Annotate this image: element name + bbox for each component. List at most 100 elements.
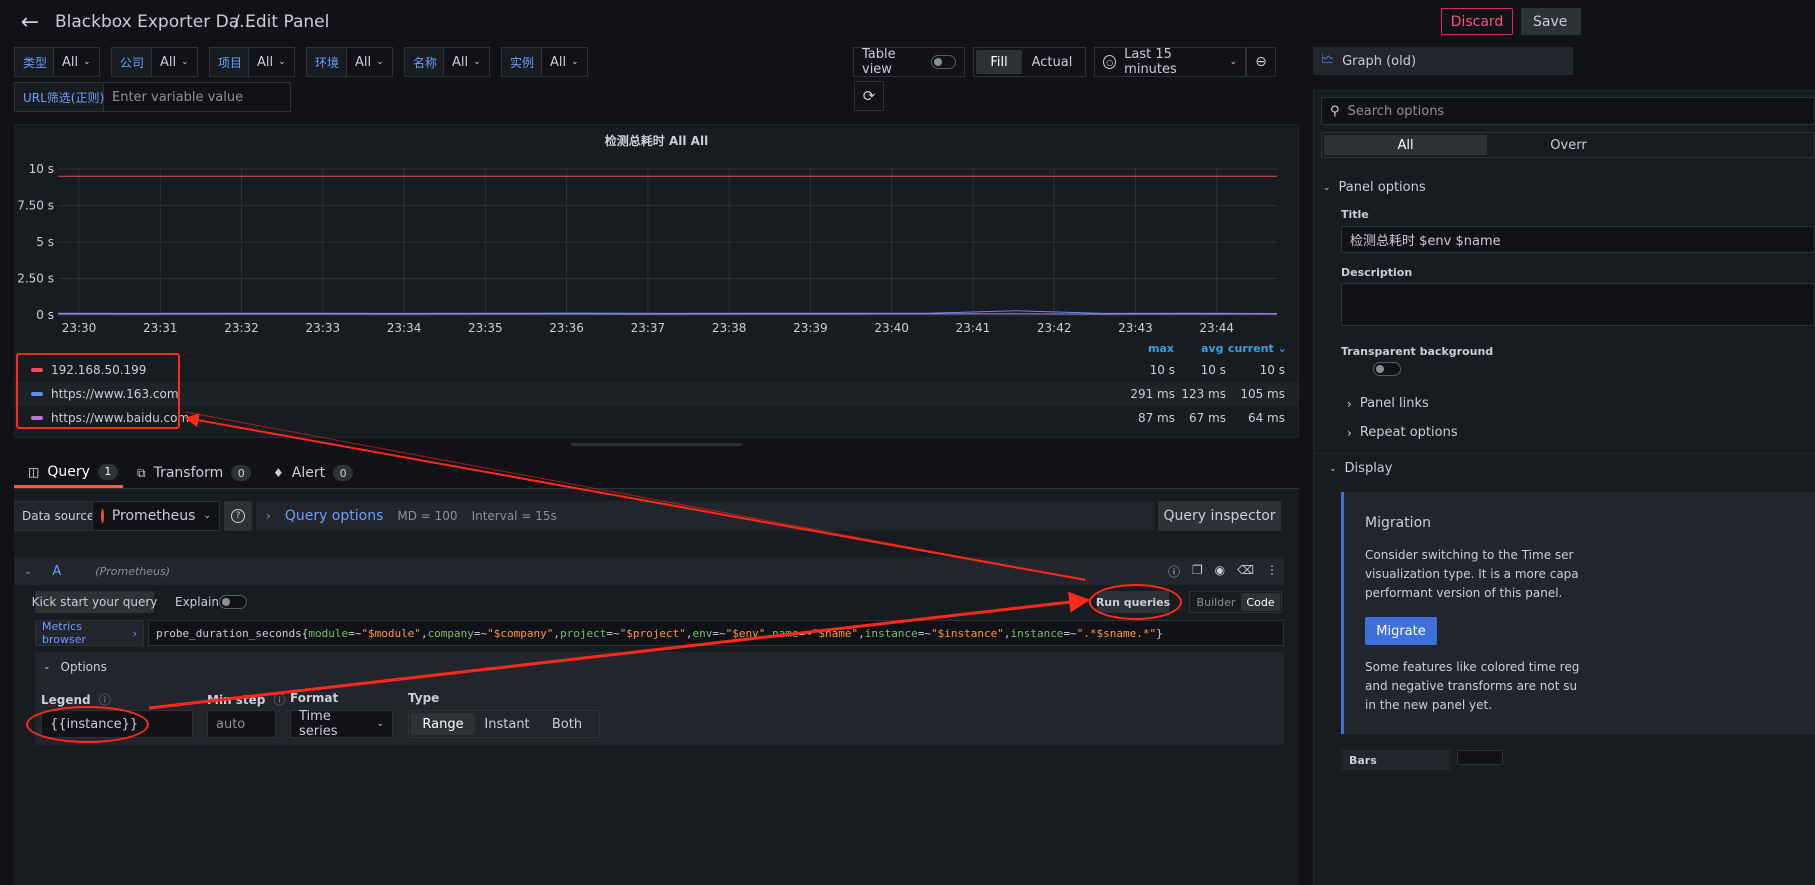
legend-series-name: https://www.baidu.com — [51, 411, 190, 425]
metrics-browser-button[interactable]: Metrics browser › — [35, 620, 144, 646]
type-instant-button[interactable]: Instant — [484, 716, 530, 732]
x-tick-label: 23:36 — [549, 321, 584, 335]
fill-actual-toggle[interactable]: Fill Actual — [973, 47, 1086, 77]
time-picker[interactable]: ○ Last 15 minutes ⌄ — [1094, 47, 1246, 77]
description-label: Description — [1341, 266, 1413, 279]
legend-avg: 123 ms — [1181, 387, 1226, 401]
panel-options-header[interactable]: ⌄ Panel options — [1323, 180, 1426, 195]
chevron-down-icon: ⌄ — [1323, 182, 1331, 193]
refresh-button[interactable]: ⟳ — [854, 81, 884, 111]
y-tick-label: 5 s — [36, 235, 54, 249]
format-select[interactable]: Time series ⌄ — [290, 709, 393, 739]
query-token: =~ — [712, 626, 726, 640]
query-token: ".*$sname.*" — [1076, 626, 1157, 640]
actual-button[interactable]: Actual — [1031, 54, 1073, 70]
x-tick-label: 23:32 — [224, 321, 259, 335]
legend-header-avg[interactable]: avg — [1201, 342, 1224, 355]
variable-value: All — [257, 54, 274, 70]
query-expression-editor[interactable]: probe_duration_seconds{module =~ "$module"… — [148, 620, 1284, 646]
variable-label-company: 公司 — [111, 47, 154, 77]
type-both-button[interactable]: Both — [551, 716, 583, 732]
description-textarea[interactable] — [1341, 283, 1815, 326]
variable-select-name[interactable]: All ⌄ — [443, 47, 490, 77]
query-token: instance — [1010, 626, 1064, 640]
query-options-bar[interactable]: › Query options MD = 100 Interval = 15s — [256, 501, 1154, 531]
min-step-input[interactable]: auto — [207, 710, 276, 738]
legend-header-current[interactable]: current ⌄ — [1228, 342, 1287, 355]
url-filter-label: URL筛选(正则) — [14, 82, 114, 112]
trash-icon[interactable]: ⌫ — [1237, 563, 1255, 577]
tab-transform[interactable]: ⧉ Transform 0 — [137, 458, 252, 488]
save-button[interactable]: Save — [1521, 8, 1581, 35]
chevron-down-icon: ⌄ — [376, 57, 384, 67]
tab-transform-label: Transform — [153, 465, 224, 481]
legend-swatch — [31, 416, 43, 420]
back-arrow-icon[interactable]: ← — [20, 9, 40, 35]
legend-row[interactable]: 192.168.50.199 10 s 10 s 10 s — [15, 358, 1298, 382]
fill-button[interactable]: Fill — [976, 50, 1022, 74]
tab-alert[interactable]: ♦ Alert 0 — [273, 458, 354, 488]
migrate-button[interactable]: Migrate — [1365, 617, 1437, 645]
query-row-header[interactable]: ⌄ A (Prometheus) — [14, 557, 1284, 585]
pane-divider — [1313, 453, 1815, 454]
variable-select-env[interactable]: All ⌄ — [346, 47, 393, 77]
discard-button[interactable]: Discard — [1441, 8, 1513, 35]
table-view-toggle[interactable] — [930, 55, 956, 69]
y-tick-label: 7.50 s — [17, 199, 54, 213]
query-token: =~ — [606, 626, 620, 640]
migration-note-1: Some features like colored time reg — [1365, 660, 1580, 674]
legend-header-max[interactable]: max — [1148, 342, 1174, 355]
variable-select-project[interactable]: All ⌄ — [248, 47, 295, 77]
format-label: Format — [290, 691, 339, 705]
drag-handle-icon[interactable]: ⋮ — [1265, 563, 1278, 577]
table-view-control[interactable]: Table view — [853, 47, 965, 77]
bars-field — [1341, 750, 1451, 770]
search-options-input[interactable]: ⚲ Search options — [1321, 97, 1815, 125]
variable-select-type[interactable]: All ⌄ — [53, 47, 100, 77]
chevron-right-icon: › — [1347, 425, 1352, 440]
x-tick-label: 23:38 — [712, 321, 747, 335]
repeat-options-header[interactable]: › Repeat options — [1347, 425, 1458, 440]
tab-overrides[interactable]: Overr — [1550, 137, 1587, 153]
type-radio-group[interactable]: Range Instant Both — [408, 710, 600, 738]
panel-links-header[interactable]: › Panel links — [1347, 396, 1429, 411]
builder-button[interactable]: Builder — [1196, 595, 1236, 609]
url-filter-input[interactable]: Enter variable value — [103, 82, 291, 112]
options-tabs[interactable]: All Overr — [1321, 132, 1815, 158]
legend-row[interactable]: https://www.baidu.com 87 ms 67 ms 64 ms — [15, 406, 1298, 430]
time-range-label: Last 15 minutes — [1124, 47, 1177, 77]
viz-picker[interactable]: 🗠 Graph (old) — [1313, 47, 1573, 75]
panel-resize-handle[interactable] — [571, 443, 742, 446]
zoom-out-button[interactable]: ⊖ — [1246, 47, 1276, 77]
legend-row[interactable]: https://www.163.com 291 ms 123 ms 105 ms — [15, 382, 1298, 406]
variable-select-company[interactable]: All ⌄ — [151, 47, 198, 77]
type-range-button[interactable]: Range — [411, 713, 475, 735]
query-token: , — [553, 626, 561, 640]
tab-query[interactable]: ◫ Query 1 — [14, 458, 123, 488]
datasource-help-button[interactable]: ? — [224, 501, 252, 531]
graph-icon: 🗠 — [1321, 52, 1335, 67]
code-button[interactable]: Code — [1241, 593, 1280, 611]
dashboard-title[interactable]: Blackbox Exporter Da... — [55, 12, 256, 32]
query-inspector-button[interactable]: Query inspector — [1158, 501, 1281, 531]
chevron-down-icon: ⌄ — [473, 57, 481, 67]
datasource-picker[interactable]: Prometheus ⌄ — [92, 501, 220, 531]
help-icon[interactable]: ⓘ — [1168, 565, 1181, 579]
eye-icon[interactable]: ◉ — [1214, 563, 1226, 577]
panel-title-input[interactable]: 检测总耗时 $env $name — [1341, 226, 1815, 253]
display-header[interactable]: ⌄ Display — [1329, 461, 1392, 476]
chevron-down-icon: ⌄ — [203, 511, 211, 521]
bars-toggle[interactable] — [1457, 750, 1503, 765]
tab-all[interactable]: All — [1324, 135, 1487, 155]
duplicate-icon[interactable]: ❐ — [1191, 563, 1203, 577]
variable-select-instance[interactable]: All ⌄ — [541, 47, 588, 77]
options-toggle[interactable]: ⌄ Options — [43, 660, 107, 674]
tab-alert-label: Alert — [291, 465, 326, 481]
builder-code-toggle[interactable]: Builder Code — [1189, 591, 1282, 613]
transparent-bg-toggle[interactable] — [1373, 362, 1402, 376]
explain-toggle[interactable] — [219, 595, 247, 609]
metrics-browser-label: Metrics browser — [42, 620, 87, 646]
variable-label-type: 类型 — [14, 47, 57, 77]
kick-start-button[interactable]: Kick start your query — [32, 591, 157, 613]
query-ref-id[interactable]: A — [52, 563, 62, 579]
